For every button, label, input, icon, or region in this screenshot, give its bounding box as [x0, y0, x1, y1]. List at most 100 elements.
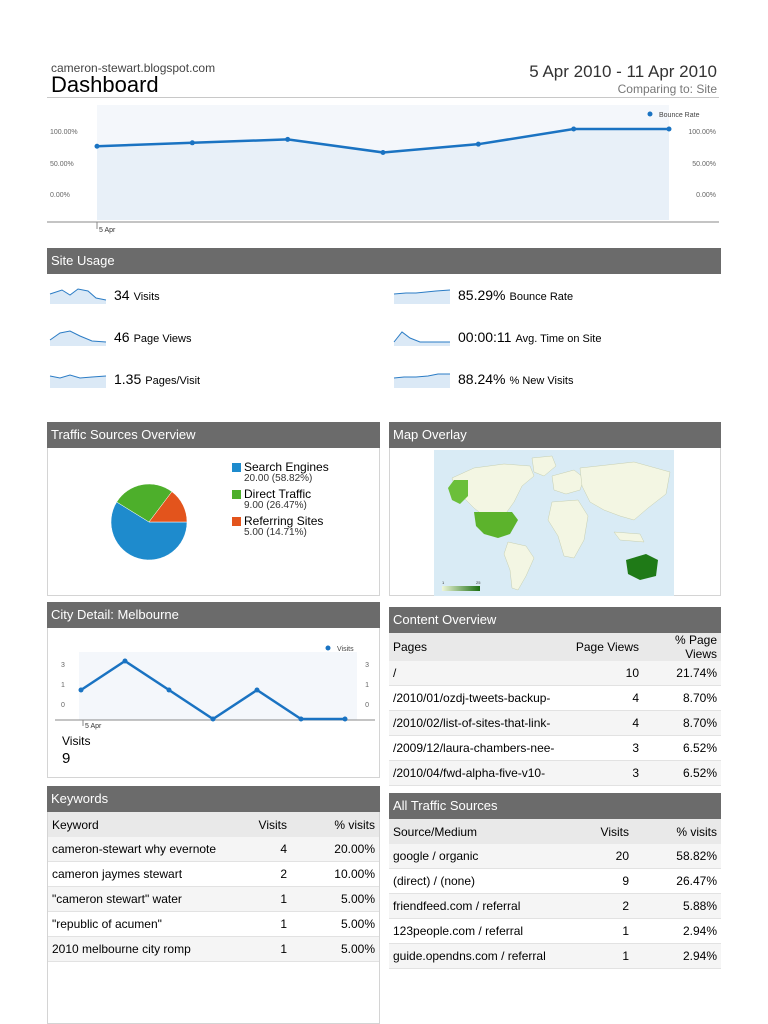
traffic-source-row[interactable]: 123people.com / referral 1 2.94%	[389, 918, 721, 944]
row-label[interactable]: /2010/01/ozdj-tweets-backup-	[389, 685, 559, 711]
traffic-source-row[interactable]: google / organic 20 58.82%	[389, 844, 721, 869]
row-value: 3	[558, 760, 643, 786]
pie-legend-item[interactable]: Direct Traffic 9.00 (26.47%)	[232, 488, 329, 512]
metric-value: 88.24%% New Visits	[458, 371, 573, 387]
pie-legend-item[interactable]: Search Engines 20.00 (58.82%)	[232, 461, 329, 485]
world-map[interactable]: 1 25	[434, 450, 674, 596]
page-title: Dashboard	[51, 72, 159, 97]
row-label[interactable]: /2010/02/list-of-sites-that-link-	[389, 710, 559, 736]
legend-swatch-icon	[232, 490, 241, 499]
row-label[interactable]: 2010 melbourne city romp	[48, 936, 246, 962]
map-overlay-header: Map Overlay	[389, 422, 721, 448]
all-traffic-title: All Traffic Sources	[393, 798, 498, 813]
metric-value: 34 Visits	[114, 287, 160, 303]
row-value: 1	[246, 911, 291, 937]
row-value: 20.00%	[291, 837, 379, 862]
row-label[interactable]: "cameron stewart" water	[48, 886, 246, 912]
keyword-row[interactable]: "cameron stewart" water 1 5.00%	[48, 886, 379, 912]
site-usage-title: Site Usage	[51, 253, 115, 268]
traffic-source-row[interactable]: friendfeed.com / referral 2 5.88%	[389, 893, 721, 919]
content-row[interactable]: /2010/04/fwd-alpha-five-v10- 3 6.52%	[389, 760, 721, 786]
keyword-row[interactable]: "republic of acumen" 1 5.00%	[48, 911, 379, 937]
content-row[interactable]: /2010/02/list-of-sites-that-link- 4 8.70%	[389, 710, 721, 736]
y-tick-right: 100.00%	[688, 129, 716, 136]
content-row[interactable]: /2009/12/laura-chambers-nee- 3 6.52%	[389, 735, 721, 761]
row-value: 8.70%	[643, 710, 721, 736]
city-plot-area	[79, 652, 357, 720]
keyword-row[interactable]: cameron-stewart why evernote 4 20.00%	[48, 837, 379, 862]
row-value: 2	[246, 861, 291, 887]
column-header[interactable]: % visits	[291, 812, 379, 837]
city-legend-label: Visits	[337, 646, 354, 653]
traffic-source-row[interactable]: (direct) / (none) 9 26.47%	[389, 868, 721, 894]
keyword-row[interactable]: cameron jaymes stewart 2 10.00%	[48, 861, 379, 887]
legend-detail: 5.00 (14.71%)	[244, 527, 307, 538]
metric-pages-visit[interactable]: 1.35 Pages/Visit	[48, 370, 348, 392]
row-value: 4	[558, 710, 643, 736]
legend-label: Search Engines	[244, 460, 329, 474]
column-header[interactable]: Visits	[577, 819, 633, 844]
row-label[interactable]: friendfeed.com / referral	[389, 893, 577, 919]
row-label[interactable]: /	[389, 661, 559, 686]
row-label[interactable]: cameron jaymes stewart	[48, 861, 246, 887]
column-header[interactable]: Source/Medium	[389, 819, 577, 844]
site-usage-header: Site Usage	[47, 248, 721, 274]
metric-number: 46	[114, 329, 130, 345]
metric-label: Pages/Visit	[145, 375, 201, 387]
pie-legend-item[interactable]: Referring Sites 5.00 (14.71%)	[232, 515, 329, 539]
row-value: 5.88%	[633, 893, 721, 919]
column-header[interactable]: Keyword	[48, 812, 246, 837]
column-header[interactable]: Visits	[246, 812, 291, 837]
column-header[interactable]: Page Views	[558, 633, 643, 661]
metric-number: 85.29%	[458, 287, 506, 303]
row-label[interactable]: /2009/12/laura-chambers-nee-	[389, 735, 559, 761]
metric-avg-time-on-site[interactable]: 00:00:11 Avg. Time on Site	[392, 328, 692, 350]
metric-bounce-rate[interactable]: 85.29% Bounce Rate	[392, 286, 692, 308]
legend-swatch-icon	[232, 517, 241, 526]
traffic-overview-panel	[47, 448, 380, 596]
city-visits-point	[78, 687, 84, 693]
africa-shape	[547, 499, 589, 559]
city-visits-point	[342, 716, 348, 722]
legend-label: Referring Sites	[244, 514, 324, 528]
city-y-tick-right: 0	[365, 702, 369, 709]
content-row[interactable]: /10 21.74%	[389, 661, 721, 686]
header-divider	[47, 97, 719, 98]
keyword-row[interactable]: 2010 melbourne city romp 1 5.00%	[48, 936, 379, 962]
row-label[interactable]: "republic of acumen"	[48, 911, 246, 937]
keywords-panel: Keyword Visits% visits cameron-stewart why…	[47, 812, 380, 1024]
legend-detail: 9.00 (26.47%)	[244, 500, 307, 511]
row-value: 21.74%	[643, 661, 721, 686]
content-overview-header: Content Overview	[389, 607, 721, 633]
column-header[interactable]: % visits	[633, 819, 721, 844]
city-legend-dot	[325, 645, 331, 651]
row-value: 6.52%	[643, 760, 721, 786]
row-label[interactable]: guide.opendns.com / referral	[389, 943, 577, 969]
column-header[interactable]: Pages	[389, 633, 559, 661]
all-traffic-table-wrap: Source/Medium Visits% visits google / orga…	[389, 819, 721, 969]
date-range[interactable]: 5 Apr 2010 - 11 Apr 2010	[529, 62, 717, 81]
australia-shape	[626, 554, 658, 580]
row-label[interactable]: (direct) / (none)	[389, 868, 577, 894]
pie-slice-search-engines	[110, 501, 188, 561]
column-header[interactable]: % Page Views	[643, 633, 721, 661]
y-tick-left: 100.00%	[50, 129, 78, 136]
traffic-source-row[interactable]: guide.opendns.com / referral 1 2.94%	[389, 943, 721, 969]
metric-visits[interactable]: 34 Visits	[48, 286, 348, 308]
content-overview-table-wrap: Pages Page Views% Page Views/10 21.74%/201…	[389, 633, 721, 786]
row-value: 20	[577, 844, 633, 869]
pie-slice-direct-traffic	[116, 483, 173, 523]
row-label[interactable]: cameron-stewart why evernote	[48, 837, 246, 862]
sparkline-icon	[49, 288, 107, 304]
map-scale-bar	[442, 586, 480, 591]
metric-number: 34	[114, 287, 130, 303]
metric--new-visits[interactable]: 88.24%% New Visits	[392, 370, 692, 392]
metric-label: % New Visits	[509, 375, 574, 387]
row-label[interactable]: google / organic	[389, 844, 577, 869]
metric-label: Bounce Rate	[509, 291, 574, 303]
row-label[interactable]: /2010/04/fwd-alpha-five-v10-	[389, 760, 559, 786]
metric-page-views[interactable]: 46 Page Views	[48, 328, 348, 350]
metric-value: 85.29% Bounce Rate	[458, 287, 573, 303]
content-row[interactable]: /2010/01/ozdj-tweets-backup- 4 8.70%	[389, 685, 721, 711]
row-label[interactable]: 123people.com / referral	[389, 918, 577, 944]
